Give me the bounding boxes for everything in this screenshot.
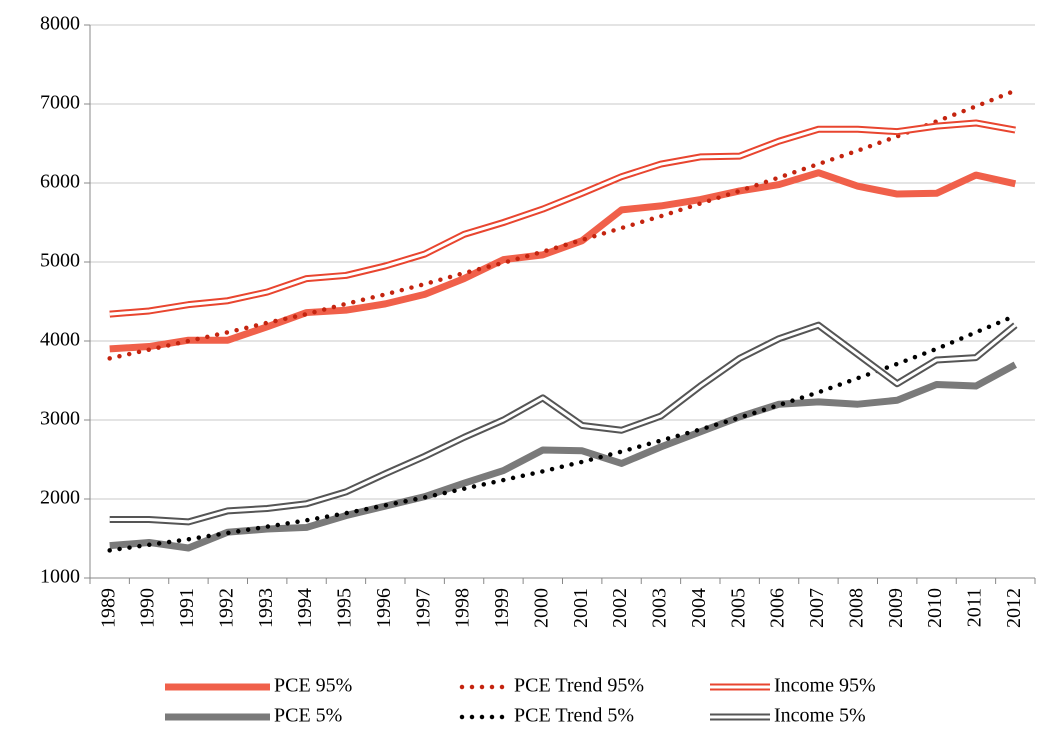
legend-label: PCE Trend 5% — [514, 705, 634, 727]
legend-label: Income 95% — [774, 675, 876, 697]
x-tick-label: 1994 — [294, 588, 316, 628]
line — [109, 119, 1016, 318]
x-tick-label: 2001 — [570, 588, 592, 628]
x-tick-label: 2010 — [924, 588, 946, 628]
x-tick-label: 2006 — [767, 588, 789, 628]
x-tick-label: 2002 — [609, 588, 631, 628]
x-tick-label: 2005 — [727, 588, 749, 628]
x-tick-label: 1998 — [452, 588, 474, 628]
x-tick-label: 2007 — [806, 588, 828, 628]
y-tick-label: 8000 — [40, 13, 80, 35]
x-tick-label: 1999 — [491, 588, 513, 628]
x-tick-label: 1997 — [412, 588, 434, 628]
line-inner — [109, 323, 1017, 524]
x-tick-label: 1996 — [373, 588, 395, 628]
line — [109, 169, 1017, 353]
y-tick-label: 6000 — [40, 171, 80, 193]
x-tick-label: 2012 — [1003, 588, 1025, 628]
x-tick-label: 2004 — [688, 588, 710, 628]
x-tick-label: 1990 — [137, 588, 159, 628]
legend-label: Income 5% — [774, 705, 866, 727]
x-tick-label: 2003 — [649, 588, 671, 628]
x-tick-label: 1995 — [334, 588, 356, 628]
line-inner — [109, 121, 1016, 316]
legend-label: PCE 95% — [274, 675, 352, 697]
x-tick-label: 1993 — [255, 588, 277, 628]
line — [107, 313, 1018, 553]
x-tick-label: 1991 — [176, 588, 198, 628]
y-tick-label: 1000 — [40, 566, 80, 588]
legend-label: PCE Trend 95% — [514, 675, 644, 697]
x-tick-label: 2009 — [885, 588, 907, 628]
x-tick-label: 1989 — [97, 588, 119, 628]
y-tick-label: 5000 — [40, 250, 80, 272]
line — [109, 361, 1017, 552]
x-tick-label: 1992 — [215, 588, 237, 628]
y-tick-label: 2000 — [40, 487, 80, 509]
y-tick-label: 3000 — [40, 408, 80, 430]
x-tick-label: 2000 — [530, 588, 552, 628]
legend-label: PCE 5% — [274, 705, 342, 727]
y-tick-label: 7000 — [40, 92, 80, 114]
x-tick-label: 2011 — [964, 588, 986, 627]
line — [109, 321, 1018, 526]
y-tick-label: 4000 — [40, 329, 80, 351]
x-tick-label: 2008 — [845, 588, 867, 628]
